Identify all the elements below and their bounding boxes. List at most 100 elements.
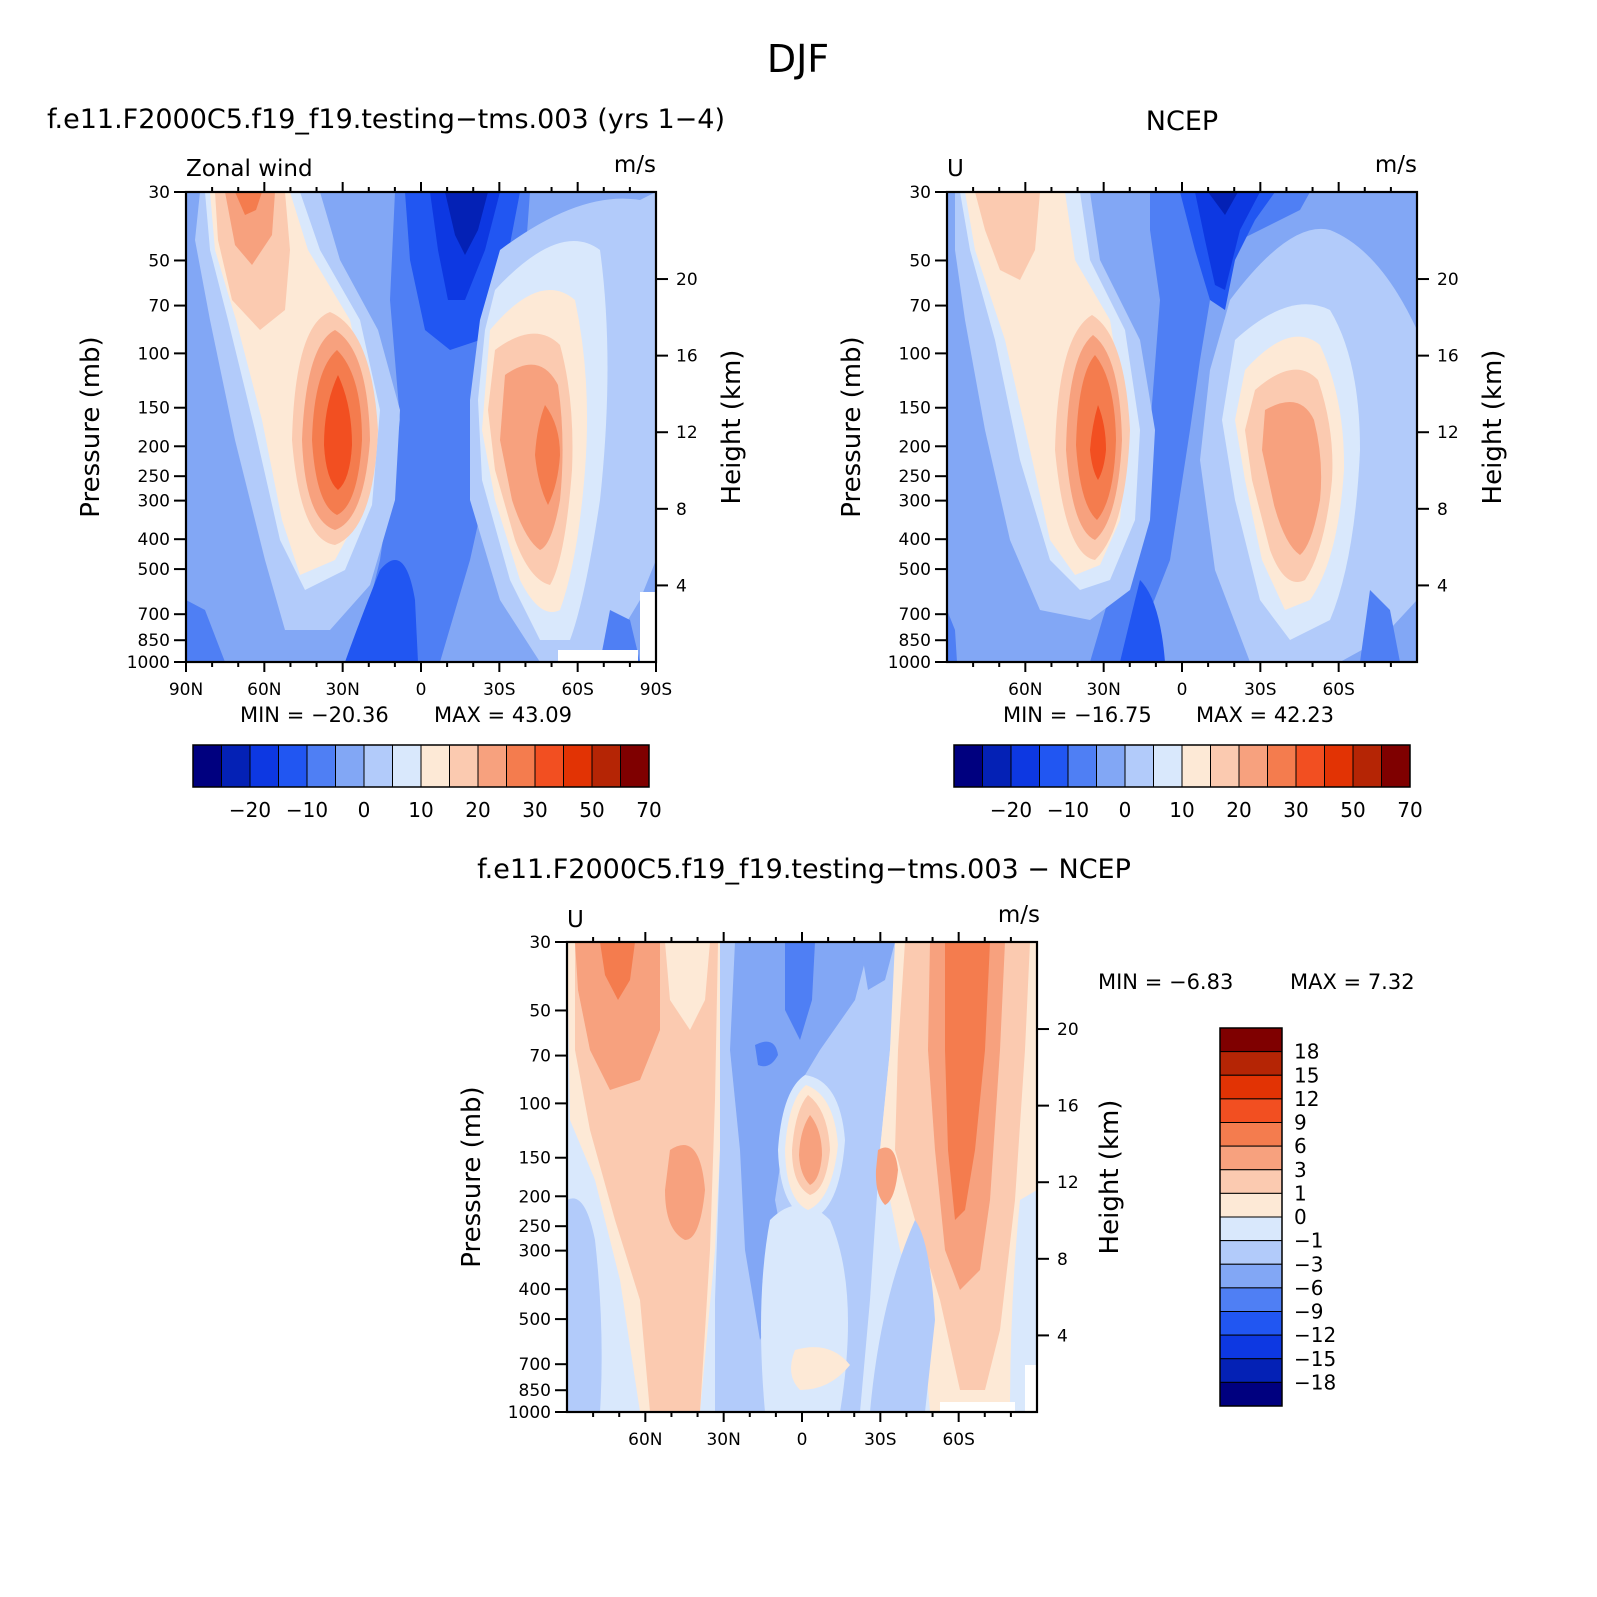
colorbar-label: 10: [1169, 798, 1194, 822]
colorbar-swatch: [1295, 744, 1325, 788]
colorbar-swatch: [335, 744, 365, 788]
colorbar-label: 15: [1294, 1063, 1319, 1087]
colorbar-swatch: [192, 744, 222, 788]
height-tick-label: 12: [1437, 423, 1459, 443]
figure-title: DJF: [767, 37, 829, 81]
colorbar-swatch: [1067, 744, 1097, 788]
tropical-negative-core-3: [860, 942, 895, 990]
colorbar-swatch: [1267, 744, 1297, 788]
colorbar-swatch: [1181, 744, 1211, 788]
pressure-tick-label: 700: [519, 1355, 551, 1375]
pressure-tick-label: 50: [909, 251, 931, 271]
colorbar-swatch: [1219, 1122, 1283, 1147]
colorbar-swatch: [1219, 1216, 1283, 1242]
colorbar-swatch: [953, 744, 983, 788]
colorbar-swatch: [1124, 744, 1154, 788]
pressure-tick-label: 250: [138, 467, 170, 487]
pressure-tick-label: 1000: [888, 653, 931, 673]
colorbar-label: 0: [358, 798, 371, 822]
colorbar-swatch: [278, 744, 308, 788]
tropical-negative-core-2: [755, 1041, 778, 1067]
colorbar-swatch: [363, 744, 393, 788]
panel-model-min: MIN = −20.36: [240, 703, 389, 727]
easterly-core-3: [445, 192, 488, 255]
panel-model-units: m/s: [614, 152, 656, 178]
latitude-tick-label: 0: [1177, 680, 1188, 700]
colorbar-label: 70: [1397, 798, 1422, 822]
missing-data-2: [1025, 1365, 1037, 1412]
pressure-tick-label: 850: [899, 631, 931, 651]
colorbar-swatch: [420, 744, 450, 788]
pressure-tick-label: 200: [899, 437, 931, 457]
latitude-tick-label: 60N: [247, 680, 281, 700]
nh-negative-left: [567, 1198, 602, 1412]
latitude-tick-label: 30N: [1086, 680, 1120, 700]
pressure-tick-label: 500: [138, 560, 170, 580]
colorbar-swatch: [1238, 744, 1268, 788]
colorbar-swatch: [1153, 744, 1183, 788]
nh-low-level-blue: [947, 610, 957, 662]
panel-obs-colorbar: −20 −10 0 10 20 30 50 70: [953, 744, 1423, 822]
pressure-tick-label: 850: [138, 631, 170, 651]
colorbar-swatch: [1219, 1074, 1283, 1100]
sh-negative-right: [1010, 1190, 1037, 1412]
pressure-tick-label: 300: [519, 1242, 551, 1262]
colorbar-label: 10: [408, 798, 433, 822]
pressure-tick-label: 500: [519, 1310, 551, 1330]
sh-low-level-blue: [1360, 590, 1400, 662]
pressure-tick-label: 300: [138, 492, 170, 512]
panel-diff-left-label: U: [567, 907, 584, 933]
latitude-tick-label: 30N: [325, 680, 359, 700]
pressure-tick-label: 100: [899, 344, 931, 364]
colorbar-swatch: [563, 744, 593, 788]
height-tick-label: 20: [1057, 1020, 1079, 1040]
panel-model-colorbar: −20 −10 0 10 20 30 50 70: [192, 744, 662, 822]
colorbar-label: −20: [990, 798, 1032, 822]
colorbar-swatch: [1219, 1145, 1283, 1171]
colorbar-swatch: [1219, 1169, 1283, 1194]
height-tick-label: 4: [676, 576, 687, 596]
pressure-tick-label: 400: [899, 530, 931, 550]
panel-model-ylabel-right: Height (km): [717, 350, 747, 505]
pressure-tick-label: 50: [529, 1001, 551, 1021]
colorbar-swatch: [1219, 1358, 1283, 1383]
colorbar-label: 12: [1294, 1087, 1319, 1111]
colorbar-label: −9: [1294, 1300, 1323, 1324]
panel-diff: f.e11.F2000C5.f19_f19.testing−tms.003 − …: [457, 854, 1415, 1450]
nh-jet-6b: [235, 192, 262, 215]
colorbar-frame: [192, 744, 650, 788]
pressure-tick-label: 300: [899, 492, 931, 512]
colorbar-label: 50: [579, 798, 604, 822]
latitude-tick-label: 60S: [1322, 680, 1354, 700]
colorbar-label: −6: [1294, 1276, 1323, 1300]
panel-diff-min: MIN = −6.83: [1098, 970, 1233, 994]
colorbar-swatch: [1039, 744, 1069, 788]
panel-obs-max: MAX = 42.23: [1196, 703, 1334, 727]
nh-jet-5b: [225, 192, 275, 265]
pressure-tick-label: 30: [909, 183, 931, 203]
nh-positive-core-3: [600, 942, 635, 1000]
colorbar-label: 20: [465, 798, 490, 822]
easterly-core-3: [1208, 192, 1238, 215]
pressure-tick-label: 150: [899, 399, 931, 419]
panel-obs-ylabel: Pressure (mb): [837, 336, 867, 517]
missing-data-2: [640, 592, 656, 662]
colorbar-label: 3: [1294, 1158, 1307, 1182]
colorbar-swatch: [534, 744, 564, 788]
panel-model: f.e11.F2000C5.f19_f19.testing−tms.003 (y…: [47, 104, 747, 822]
easterly-core-2: [1195, 192, 1260, 290]
colorbar-frame: [1219, 1027, 1283, 1407]
pressure-tick-label: 70: [909, 297, 931, 317]
latitude-tick-label: 60S: [942, 1430, 974, 1450]
colorbar-label: −1: [1294, 1229, 1323, 1253]
pressure-tick-label: 700: [138, 605, 170, 625]
colorbar-swatch: [620, 744, 650, 788]
height-tick-label: 8: [676, 500, 687, 520]
colorbar-label: 30: [1283, 798, 1308, 822]
colorbar-label: 18: [1294, 1040, 1319, 1064]
colorbar-label: 0: [1119, 798, 1132, 822]
pressure-tick-label: 850: [519, 1381, 551, 1401]
